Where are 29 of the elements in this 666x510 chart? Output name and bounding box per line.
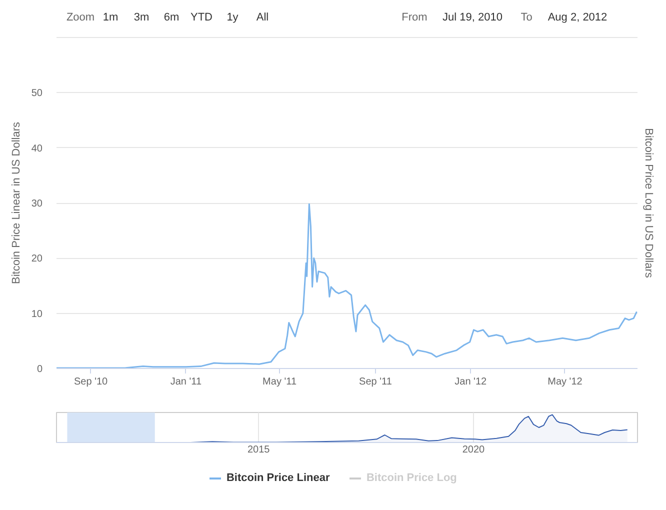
text: All bbox=[256, 12, 269, 24]
text: 6m bbox=[164, 12, 180, 24]
x-tick-label: May '12 bbox=[548, 376, 583, 388]
x-tick-label: Jan '12 bbox=[454, 376, 488, 388]
x-tick-label: 2015 bbox=[248, 444, 270, 456]
y-tick-label: 20 bbox=[31, 254, 43, 265]
text: From bbox=[402, 12, 428, 24]
x-tick-label: Sep '11 bbox=[359, 376, 392, 388]
y-tick-label: 50 bbox=[31, 88, 43, 100]
text: YTD bbox=[190, 12, 213, 24]
y-tick-label: 10 bbox=[31, 308, 43, 320]
line-series bbox=[56, 203, 638, 368]
x-tick-label: Sep '10 bbox=[74, 376, 108, 388]
text: Jul 19, 2010 bbox=[442, 12, 502, 24]
y-axis-title: Bitcoin Price Linear in US Dollars bbox=[10, 121, 22, 284]
y-tick-label: 30 bbox=[31, 198, 43, 210]
legend-label: Bitcoin Price Linear bbox=[226, 472, 330, 484]
y2-axis-title: Bitcoin Price Log in US Dollars bbox=[642, 128, 654, 278]
text: Zoom bbox=[66, 12, 95, 24]
y-tick-label: 40 bbox=[31, 143, 43, 154]
x-tick-label: May '11 bbox=[262, 376, 297, 388]
x-tick-label: 2020 bbox=[462, 444, 486, 456]
text: To bbox=[520, 12, 532, 24]
text: 3m bbox=[134, 12, 150, 24]
text: 1y bbox=[226, 12, 239, 24]
text: Aug 2, 2012 bbox=[548, 12, 608, 24]
y-tick-label: 0 bbox=[36, 364, 43, 375]
x-tick-label: Jan '11 bbox=[170, 376, 202, 388]
text: 1m bbox=[102, 12, 118, 24]
